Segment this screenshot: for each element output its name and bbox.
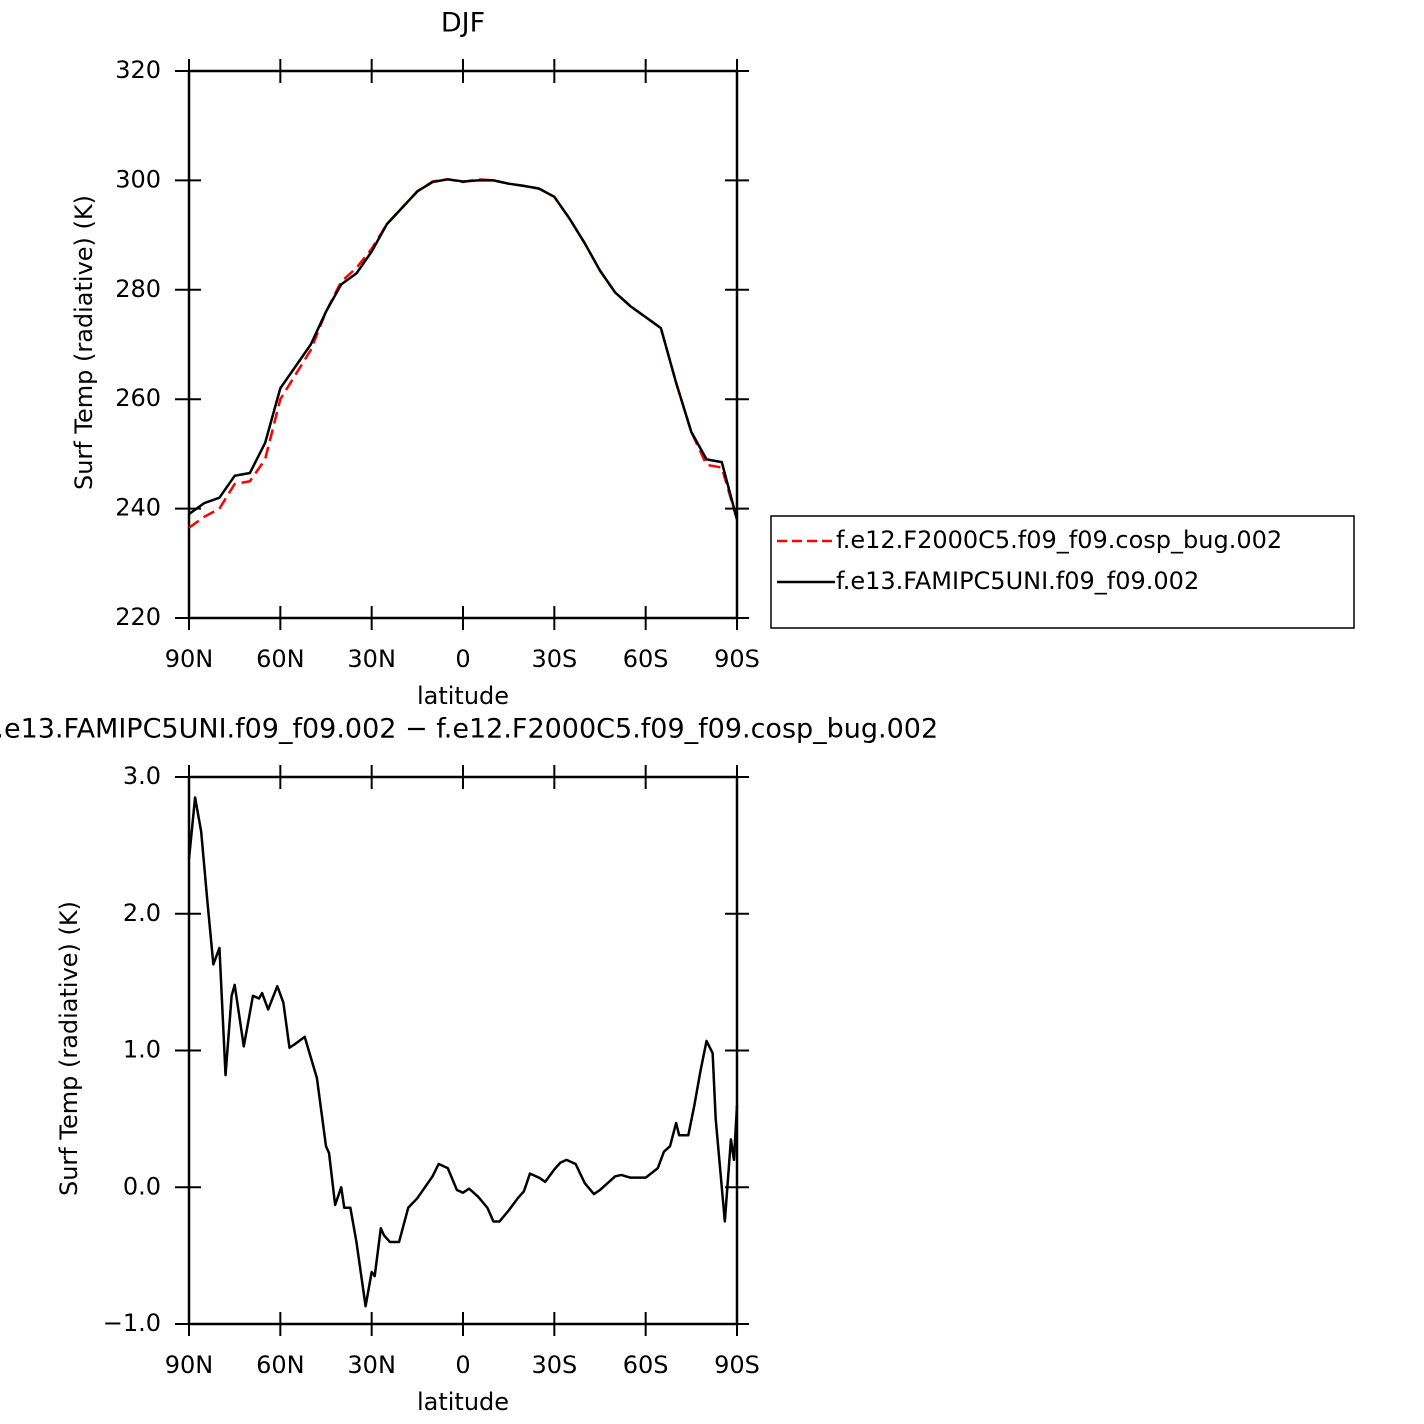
x-tick-label: 60S — [623, 645, 669, 673]
y-tick-label: 220 — [115, 603, 161, 631]
x-tick-label: 30N — [347, 645, 396, 673]
x-tick-label: 30N — [347, 1351, 396, 1379]
x-tick-label: 90N — [165, 1351, 214, 1379]
y-tick-label: 3.0 — [123, 762, 161, 790]
data-line — [187, 796, 739, 1308]
y-tick-label: 1.0 — [123, 1036, 161, 1064]
y-axis-label: Surf Temp (radiative) (K) — [70, 195, 98, 490]
plot-frame — [187, 775, 739, 1326]
y-tick-label: 240 — [115, 494, 161, 522]
x-axis-label: latitude — [417, 1388, 509, 1416]
x-tick-label: 90S — [714, 1351, 760, 1379]
x-tick-label: 30S — [531, 1351, 577, 1379]
data-line — [188, 178, 739, 529]
chart-title: DJF — [441, 8, 485, 39]
y-tick-label: 0.0 — [123, 1172, 161, 1200]
legend-box — [770, 515, 1355, 629]
x-tick-label: 90S — [714, 645, 760, 673]
y-tick-label: 280 — [115, 275, 161, 303]
y-tick-label: 320 — [115, 56, 161, 84]
x-tick-label: 30S — [531, 645, 577, 673]
legend-label: f.e13.FAMIPC5UNI.f09_f09.002 — [836, 567, 1199, 595]
x-axis-label: latitude — [417, 682, 509, 710]
data-line — [188, 178, 739, 520]
y-tick-label: 2.0 — [123, 899, 161, 927]
plot-frame — [187, 69, 739, 620]
x-tick-label: 60S — [623, 1351, 669, 1379]
y-axis-label: Surf Temp (radiative) (K) — [55, 901, 83, 1196]
x-tick-label: 90N — [165, 645, 214, 673]
x-tick-label: 60N — [256, 1351, 305, 1379]
y-tick-label: −1.0 — [103, 1309, 161, 1337]
x-tick-label: 0 — [455, 1351, 470, 1379]
x-tick-label: 60N — [256, 645, 305, 673]
chart-title: f.e13.FAMIPC5UNI.f09_f09.002 − f.e12.F20… — [0, 714, 938, 745]
x-tick-label: 0 — [455, 645, 470, 673]
y-tick-label: 260 — [115, 384, 161, 412]
legend-label: f.e12.F2000C5.f09_f09.cosp_bug.002 — [836, 526, 1282, 554]
y-tick-label: 300 — [115, 165, 161, 193]
